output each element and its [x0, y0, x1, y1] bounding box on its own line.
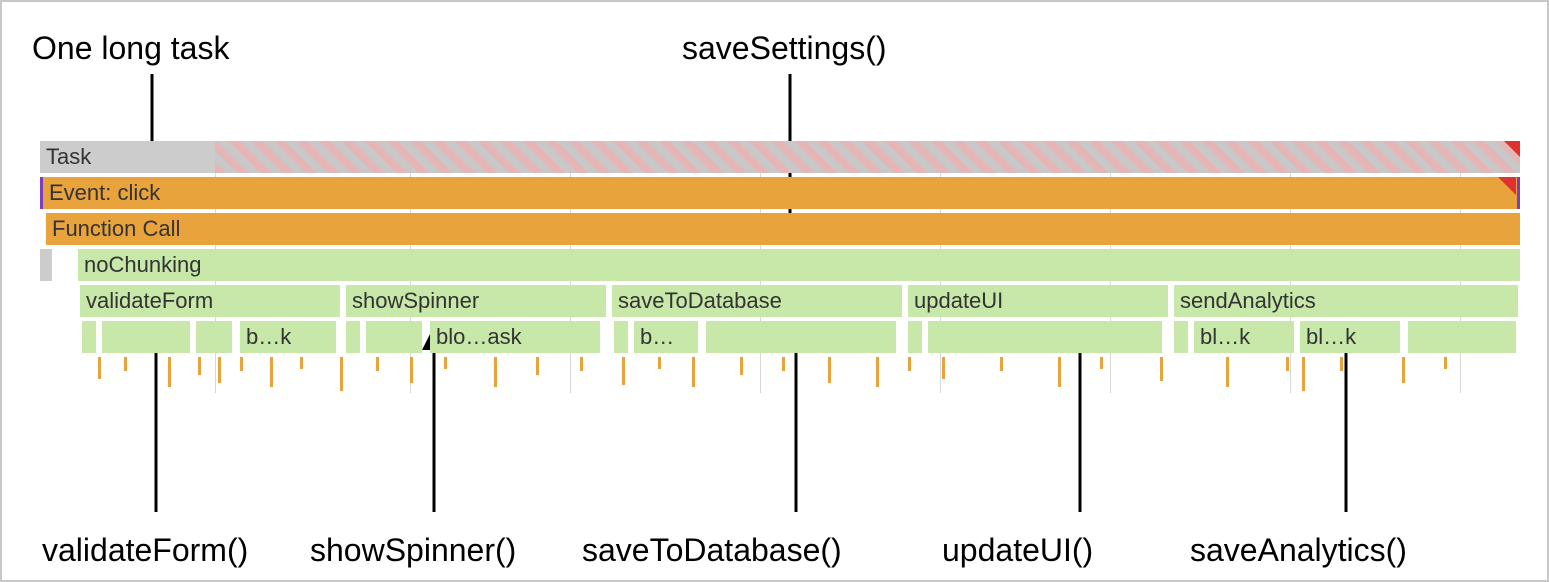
tick [876, 357, 879, 387]
long-task-marker-icon [1504, 141, 1520, 157]
flame-bar[interactable]: validateForm [80, 285, 340, 317]
tick [340, 357, 343, 391]
tick [1100, 357, 1103, 369]
tick [740, 357, 743, 375]
flame-bar[interactable]: showSpinner [346, 285, 606, 317]
annotation-validate-form: validateForm() [42, 532, 248, 569]
tick [410, 357, 413, 383]
tick [444, 357, 447, 369]
tick [1444, 357, 1447, 369]
flame-bar[interactable] [908, 321, 922, 353]
flame-bar[interactable]: sendAnalytics [1174, 285, 1518, 317]
flame-bar[interactable]: updateUI [908, 285, 1168, 317]
annotation-show-spinner: showSpinner() [310, 532, 516, 569]
annotation-save-settings: saveSettings() [682, 30, 887, 67]
flame-row-no-chunking: noChunking [40, 249, 1520, 281]
flame-row-task: Task [40, 141, 1520, 173]
tick [1226, 357, 1229, 387]
flame-bar[interactable]: noChunking [78, 249, 1520, 281]
flame-bar[interactable]: Task [40, 141, 215, 173]
tick [1340, 357, 1343, 371]
flame-bar[interactable]: bl…k [1300, 321, 1400, 353]
tick [98, 357, 101, 379]
tick [828, 357, 831, 383]
tick [1058, 357, 1061, 387]
tick [1000, 357, 1003, 371]
flame-bar[interactable] [102, 321, 190, 353]
flame-bar[interactable]: Function Call [46, 213, 1520, 245]
tick [270, 357, 273, 387]
tick [580, 357, 583, 371]
flame-bar[interactable]: b…k [240, 321, 336, 353]
annotation-update-ui: updateUI() [942, 532, 1093, 569]
flame-bar[interactable]: saveToDatabase [612, 285, 902, 317]
annotation-one-long-task: One long task [32, 30, 229, 67]
tick [198, 357, 201, 375]
flame-bar[interactable] [82, 321, 96, 353]
flame-bar[interactable] [366, 321, 422, 353]
flame-row-event: Event: click [40, 177, 1520, 209]
annotation-save-analytics: saveAnalytics() [1190, 532, 1407, 569]
tick [124, 357, 127, 371]
tick [1286, 357, 1289, 371]
gray-stub [40, 249, 52, 281]
tick [658, 357, 661, 369]
flame-row-functions: validateFormshowSpinnersaveToDatabaseupd… [40, 285, 1520, 317]
tick [536, 357, 539, 375]
tick [908, 357, 911, 371]
flame-bar[interactable] [1408, 321, 1516, 353]
tick [376, 357, 379, 371]
flame-bar[interactable]: bl…k [1194, 321, 1294, 353]
flame-row-blocks: b…k blo…ask b… bl…kbl…k [40, 321, 1520, 353]
flame-bar[interactable] [928, 321, 1162, 353]
tick [300, 357, 303, 369]
ticks-row [40, 357, 1520, 393]
tick [942, 357, 945, 379]
tick [494, 357, 497, 387]
tick [622, 357, 625, 385]
flame-bar[interactable]: Event: click [40, 177, 1520, 209]
long-task-marker-icon [1498, 177, 1516, 195]
flame-bar[interactable] [215, 141, 1520, 173]
tick [1302, 357, 1305, 391]
tick [1160, 357, 1163, 381]
flame-bar[interactable] [1174, 321, 1188, 353]
flame-bar[interactable] [706, 321, 896, 353]
profiler-diagram: One long task saveSettings() validateFor… [0, 0, 1549, 582]
flame-row-function-call: Function Call [40, 213, 1520, 245]
tick [218, 357, 221, 383]
annotation-save-to-database: saveToDatabase() [582, 532, 842, 569]
flame-bar[interactable] [346, 321, 360, 353]
flame-bar[interactable]: blo…ask [430, 321, 600, 353]
tick [782, 357, 785, 371]
flame-bar[interactable] [614, 321, 628, 353]
tick [240, 357, 243, 371]
tick [168, 357, 171, 387]
flame-bar[interactable]: b… [634, 321, 698, 353]
flame-bar[interactable] [196, 321, 232, 353]
tick [692, 357, 695, 387]
tick [1402, 357, 1405, 383]
